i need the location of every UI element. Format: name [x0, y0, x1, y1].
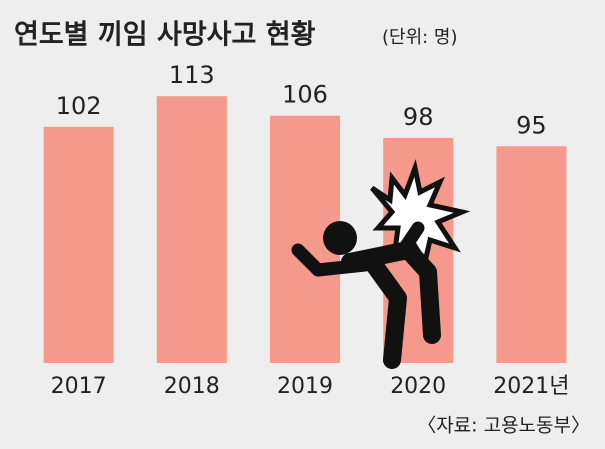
x-tick-label: 2017: [51, 374, 107, 399]
chart-subtitle: (단위: 명): [382, 27, 458, 48]
chart-title: 연도별 끼임 사망사고 현황: [14, 20, 316, 51]
bar: [496, 146, 567, 363]
value-label: 95: [516, 111, 547, 139]
value-label: 106: [282, 81, 328, 109]
plot: 2017 102 2018 113 2019 106 2020 98 2021년 95: [43, 61, 570, 399]
x-tick-label: 2021년: [493, 374, 569, 399]
x-tick-label: 2020: [390, 374, 446, 399]
source: 〈자료: 고용노동부〉: [417, 415, 590, 437]
value-label: 98: [403, 103, 434, 131]
bar: [156, 96, 227, 363]
value-label: 102: [56, 92, 102, 120]
falling-figure: [291, 158, 471, 369]
value-label: 113: [169, 61, 215, 89]
x-tick-label: 2019: [277, 374, 333, 399]
bar: [43, 126, 114, 363]
x-tick-label: 2018: [164, 374, 220, 399]
